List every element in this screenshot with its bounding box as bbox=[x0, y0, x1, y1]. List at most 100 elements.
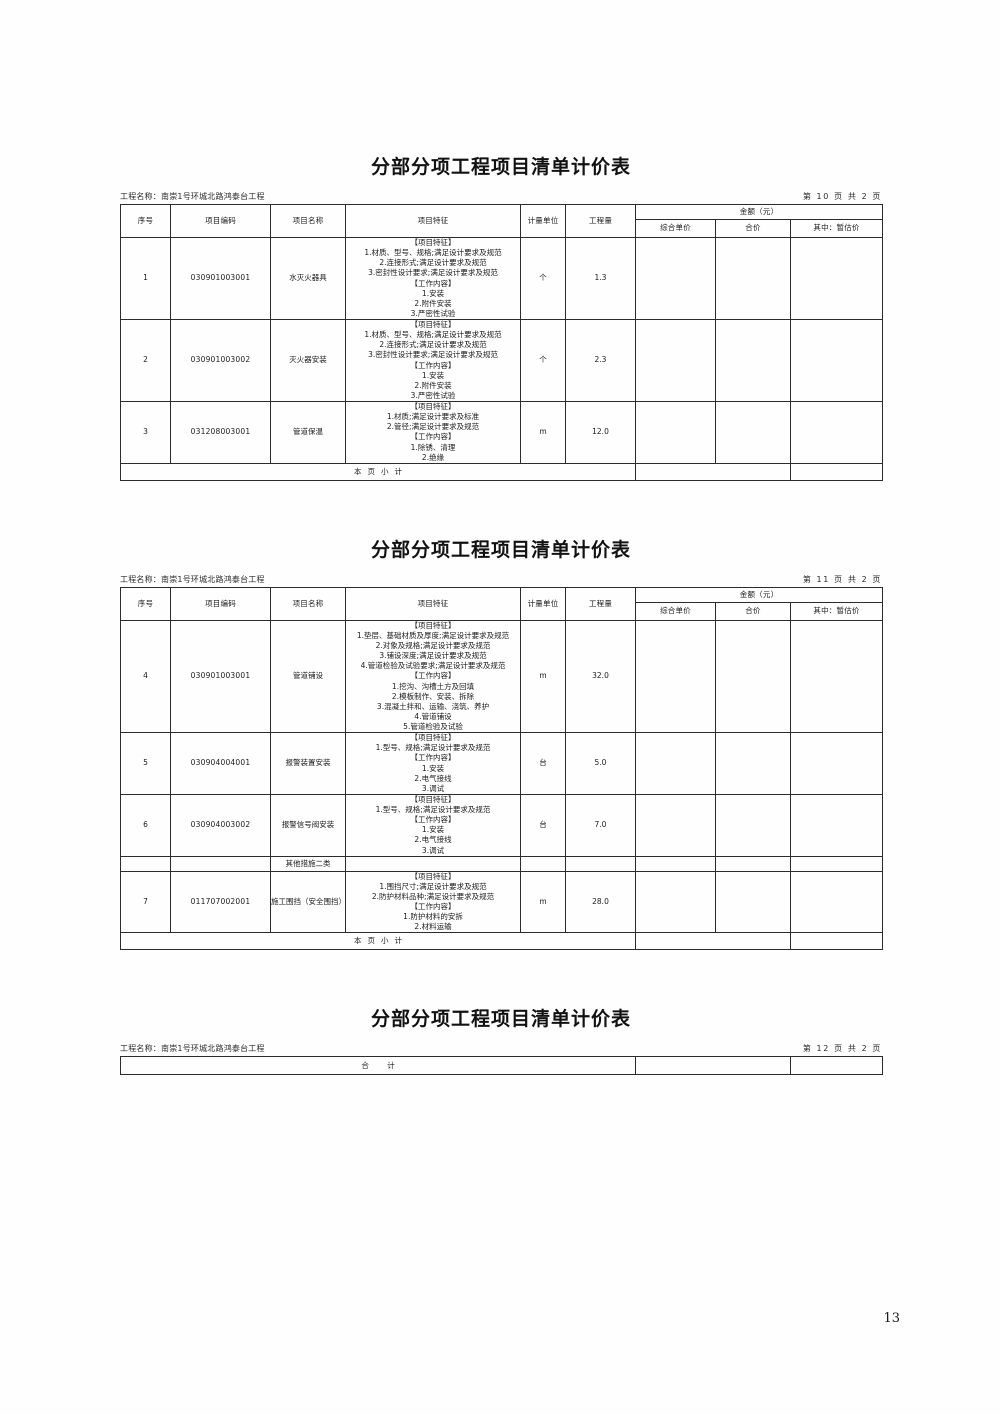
section-spacer-2 bbox=[120, 968, 882, 1002]
table-row: 6 030904003002 报警信号阀安装 【项目特征】 1.型号、规格;满足… bbox=[120, 793, 884, 857]
cell-unit: m bbox=[520, 870, 566, 934]
page-content: 分部分项工程项目清单计价表 工程名称：南崇1号环城北路鸿泰台工程 第 10 页 … bbox=[119, 150, 884, 1093]
cell-total-price bbox=[715, 619, 791, 734]
page-title-3: 分部分项工程项目清单计价表 bbox=[370, 1008, 631, 1031]
th-quantity-1: 工程量 bbox=[565, 204, 636, 238]
meta-row-2: 工程名称：南崇1号环城北路鸿泰台工程 第 11 页 共 2 页 bbox=[120, 574, 882, 585]
subtotal-blank-a bbox=[635, 932, 791, 951]
cell-provisional bbox=[789, 732, 884, 795]
cell-feature: 【项目特征】 1.材质、型号、规格;满足设计要求及规范 2.连接形式;满足设计要… bbox=[345, 237, 521, 320]
page-indicator-2: 第 11 页 共 2 页 bbox=[802, 574, 882, 584]
cell-provisional bbox=[789, 619, 884, 734]
th-unit-price-1: 综合单价 bbox=[635, 219, 716, 238]
cell-unit-price bbox=[635, 401, 716, 464]
cell-unit-price bbox=[635, 855, 716, 872]
cell-provisional bbox=[789, 319, 884, 402]
cell-feature: 【项目特征】 1.围挡尺寸;满足设计要求及规范 2.防护材料品种;满足设计要求及… bbox=[345, 870, 521, 934]
table-row: 2 030901003002 灭火器安装 【项目特征】 1.材质、型号、规格;满… bbox=[120, 319, 884, 402]
th-provisional-2: 其中：暂估价 bbox=[789, 601, 884, 621]
subtotal-blank-b bbox=[789, 932, 884, 951]
cell-quantity: 28.0 bbox=[565, 870, 636, 934]
footer-page-number: 13 bbox=[883, 1311, 900, 1326]
meta-row-1: 工程名称：南崇1号环城北路鸿泰台工程 第 10 页 共 2 页 bbox=[120, 191, 882, 202]
cell-feature: 【项目特征】 1.材质、型号、规格;满足设计要求及规范 2.连接形式;满足设计要… bbox=[345, 319, 521, 402]
bq-table-section-2: 分部分项工程项目清单计价表 工程名称：南崇1号环城北路鸿泰台工程 第 11 页 … bbox=[120, 533, 884, 951]
cell-quantity: 2.3 bbox=[565, 319, 636, 402]
section-label-row: 其他措施二类 bbox=[120, 855, 884, 872]
cell-no: 5 bbox=[120, 732, 171, 795]
cell-code: 030901003001 bbox=[170, 237, 271, 320]
subtotal-label: 本页小计 bbox=[120, 462, 636, 481]
cell-unit-price bbox=[635, 870, 716, 934]
th-code-1: 项目编码 bbox=[170, 204, 271, 238]
cell-no: 2 bbox=[120, 319, 171, 402]
cell-provisional bbox=[789, 401, 884, 464]
bq-table-body-1: 1 030901003001 水灭火器具 【项目特征】 1.材质、型号、规格;满… bbox=[120, 237, 884, 481]
cell-total-price bbox=[715, 732, 791, 795]
bq-table-section-1: 分部分项工程项目清单计价表 工程名称：南崇1号环城北路鸿泰台工程 第 10 页 … bbox=[120, 150, 884, 481]
cell-unit: 台 bbox=[520, 793, 566, 857]
cell-no: 6 bbox=[120, 793, 171, 857]
cell-no: 1 bbox=[120, 237, 171, 320]
cell-unit: m bbox=[520, 619, 566, 734]
cell-provisional bbox=[789, 793, 884, 857]
table-row: 7 011707002001 施工围挡（安全围挡） 【项目特征】 1.围挡尺寸;… bbox=[120, 870, 884, 934]
th-name-2: 项目名称 bbox=[270, 586, 346, 621]
cell-quantity: 12.0 bbox=[565, 401, 636, 464]
cell-code: 031208003001 bbox=[170, 401, 271, 464]
cell-name: 管道铺设 bbox=[270, 619, 346, 734]
grandtotal-label: 合 计 bbox=[119, 1056, 637, 1076]
project-name-label-1: 工程名称：南崇1号环城北路鸿泰台工程 bbox=[120, 192, 265, 201]
bq-table-body-2: 4 030901003001 管道铺设 【项目特征】 1.垫层、基础材质及厚度;… bbox=[120, 619, 884, 951]
cell-unit: 个 bbox=[520, 237, 566, 320]
bq-table-3: 合 计 bbox=[119, 1056, 884, 1076]
grandtotal-blank-b bbox=[790, 1056, 884, 1076]
cell-unit-price bbox=[635, 237, 716, 320]
cell-name: 灭火器安装 bbox=[270, 319, 346, 402]
table-row: 5 030904004001 报警装置安装 【项目特征】 1.型号、规格;满足设… bbox=[120, 732, 884, 795]
cell-feature: 【项目特征】 1.型号、规格;满足设计要求及规范 【工作内容】 1.安装 2.电… bbox=[345, 732, 521, 795]
subtotal-label: 本页小计 bbox=[120, 932, 636, 951]
cell-unit-price bbox=[635, 793, 716, 857]
cell-provisional bbox=[789, 237, 884, 320]
table-row: 1 030901003001 水灭火器具 【项目特征】 1.材质、型号、规格;满… bbox=[120, 237, 884, 320]
cell-unit: 个 bbox=[520, 319, 566, 402]
th-no-1: 序号 bbox=[120, 204, 171, 238]
bq-table-2: 序号 项目编码 项目名称 项目特征 计量单位 工程量 金额（元） 综合单价 合价… bbox=[120, 586, 884, 951]
cell-no: 7 bbox=[120, 870, 171, 934]
subtotal-blank-a bbox=[635, 462, 791, 481]
cell-total-price bbox=[715, 855, 791, 872]
cell-code: 030904003002 bbox=[170, 793, 271, 857]
th-provisional-1: 其中：暂估价 bbox=[789, 219, 884, 238]
table-row: 4 030901003001 管道铺设 【项目特征】 1.垫层、基础材质及厚度;… bbox=[120, 619, 884, 734]
project-name-label-3: 工程名称：南崇1号环城北路鸿泰台工程 bbox=[120, 1044, 265, 1054]
cell-unit-price bbox=[635, 319, 716, 402]
cell-code: 030904004001 bbox=[170, 732, 271, 795]
cell-section-name: 其他措施二类 bbox=[270, 855, 346, 872]
th-total-price-2: 合价 bbox=[715, 601, 791, 621]
cell-code: 030901003001 bbox=[170, 619, 271, 734]
table-header-row-top-1: 序号 项目编码 项目名称 项目特征 计量单位 工程量 金额（元） bbox=[120, 204, 884, 238]
cell-quantity: 32.0 bbox=[565, 619, 636, 734]
page-title-1: 分部分项工程项目清单计价表 bbox=[370, 156, 631, 178]
cell-no: 4 bbox=[120, 619, 171, 734]
cell-code bbox=[170, 855, 271, 872]
cell-no bbox=[120, 855, 171, 872]
cell-feature bbox=[345, 855, 521, 872]
th-quantity-2: 工程量 bbox=[565, 586, 636, 621]
cell-code: 011707002001 bbox=[170, 870, 271, 934]
subtotal-row-2: 本页小计 bbox=[120, 932, 884, 951]
th-unit-2: 计量单位 bbox=[520, 586, 566, 621]
th-code-2: 项目编码 bbox=[170, 586, 271, 621]
cell-provisional bbox=[789, 870, 884, 934]
cell-unit: 台 bbox=[520, 732, 566, 795]
th-name-1: 项目名称 bbox=[270, 204, 346, 238]
cell-total-price bbox=[715, 870, 791, 934]
bq-table-section-3: 分部分项工程项目清单计价表 工程名称：南崇1号环城北路鸿泰台工程 第 12 页 … bbox=[119, 1002, 884, 1076]
cell-feature: 【项目特征】 1.材质;满足设计要求及标准 2.管径;满足设计要求及规范 【工作… bbox=[345, 401, 521, 464]
cell-feature: 【项目特征】 1.垫层、基础材质及厚度;满足设计要求及规范 2.对象及规格;满足… bbox=[345, 619, 521, 734]
th-money-group-2: 金额（元） bbox=[634, 586, 884, 603]
th-no-2: 序号 bbox=[120, 586, 171, 621]
cell-total-price bbox=[715, 319, 791, 402]
